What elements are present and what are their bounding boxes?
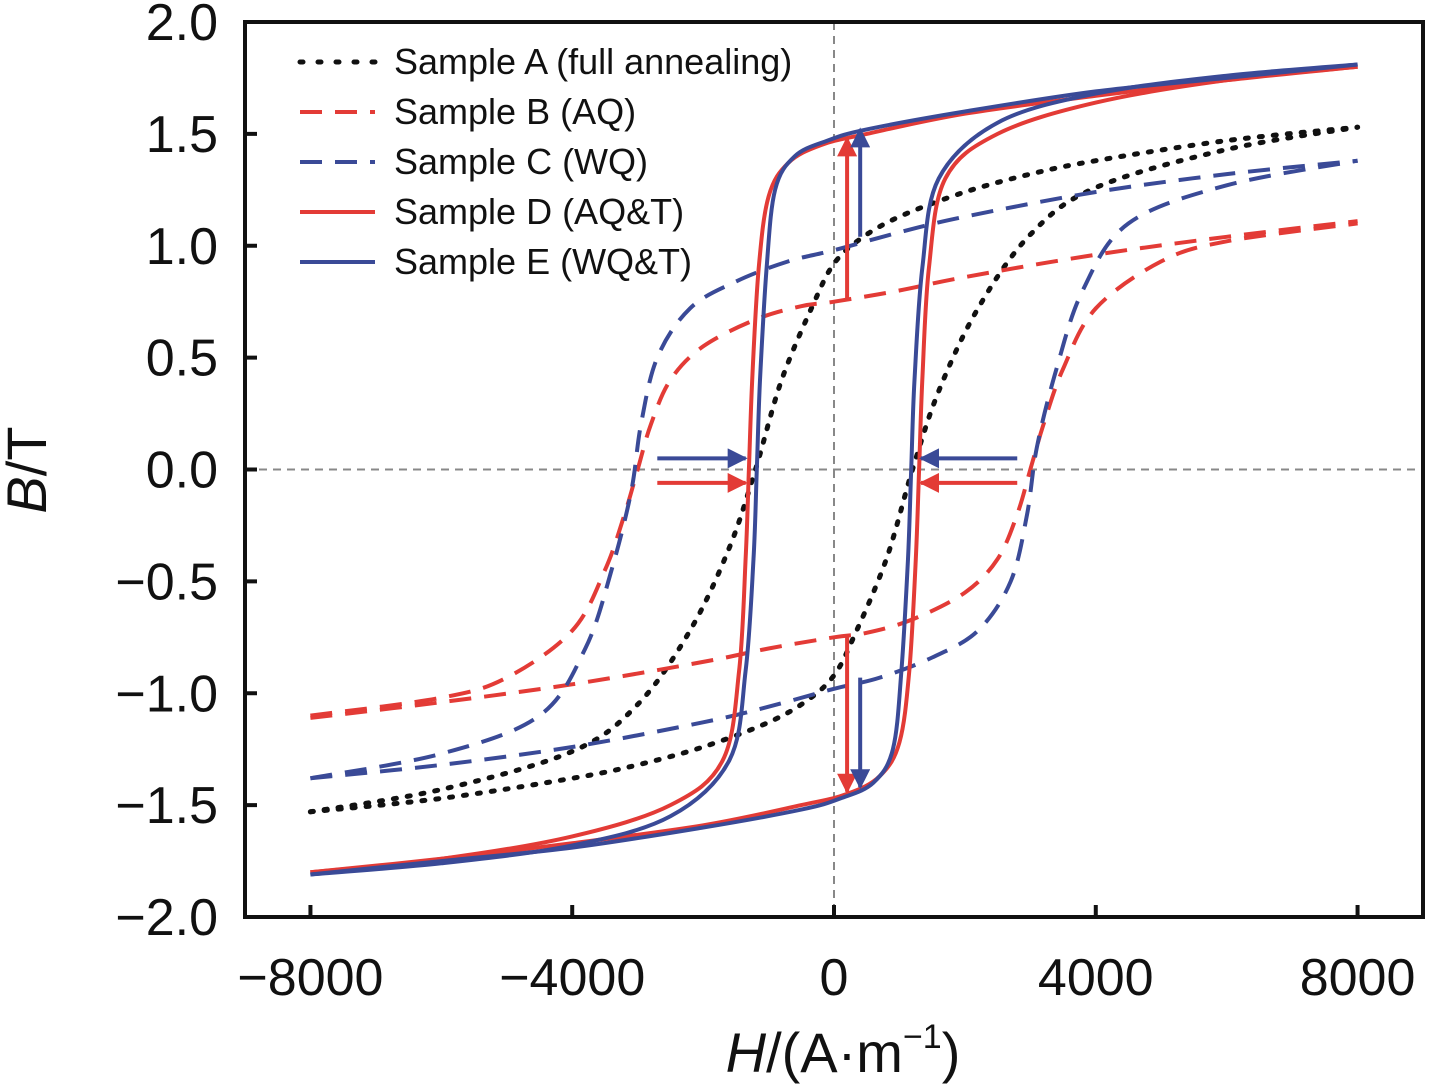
legend-label-sample-a-full-annealing: Sample A (full annealing) xyxy=(394,41,792,82)
x-axis-title: H/(A·m−1) xyxy=(726,1018,961,1084)
series-sample-d-aq-t-upper-branch xyxy=(310,64,1358,875)
legend-label-sample-e-wq-t: Sample E (WQ&T) xyxy=(394,241,692,282)
y-tick-label: −2.0 xyxy=(115,889,218,947)
axis-ticks xyxy=(245,20,1360,919)
series-sample-c-wq-lower-branch xyxy=(310,158,1358,781)
y-axis-title-symbol: B xyxy=(0,476,58,513)
annotation-arrows xyxy=(657,127,1018,794)
y-axis-title-unit: /T xyxy=(0,426,58,476)
x-axis-title-symbol: H xyxy=(726,1021,767,1084)
x-tick-label: 0 xyxy=(820,949,849,1007)
x-tick-labels: −8000 −4000 0 4000 8000 xyxy=(237,949,1415,1007)
series-sample-e-wq-t-upper-branch xyxy=(310,62,1358,877)
x-axis-title-exponent: −1 xyxy=(903,1018,942,1056)
legend-label-sample-c-wq: Sample C (WQ) xyxy=(394,141,648,182)
y-tick-label: 1.5 xyxy=(146,106,218,164)
x-axis-title-unit: /(A·m xyxy=(766,1021,903,1084)
series-sample-b-aq-lower-branch xyxy=(310,221,1358,720)
y-tick-labels: 2.0 1.5 1.0 0.5 0.0 −0.5 −1.0 −1.5 −2.0 xyxy=(115,0,218,947)
x-tick-label: 8000 xyxy=(1300,949,1416,1007)
y-tick-label: −1.0 xyxy=(115,665,218,723)
zero-reference-lines xyxy=(245,22,1423,917)
series-sample-d-aq-t-lower-branch xyxy=(310,64,1358,875)
y-tick-label: 0.0 xyxy=(146,442,218,500)
x-tick-label: −8000 xyxy=(237,949,383,1007)
legend-label-sample-d-aq-t: Sample D (AQ&T) xyxy=(394,191,684,232)
y-tick-label: 2.0 xyxy=(146,0,218,52)
x-tick-label: 4000 xyxy=(1038,949,1154,1007)
x-tick-label: −4000 xyxy=(499,949,645,1007)
series-sample-e-wq-t-lower-branch xyxy=(310,62,1358,877)
series-sample-a-full-annealing-upper-branch xyxy=(307,124,1361,815)
legend: Sample A (full annealing) Sample B (AQ) Sa… xyxy=(297,41,792,282)
series-sample-a-full-annealing-lower-branch xyxy=(307,124,1361,815)
legend-label-sample-b-aq: Sample B (AQ) xyxy=(394,91,636,132)
y-tick-label: −1.5 xyxy=(115,777,218,835)
x-axis-title-close: ) xyxy=(942,1021,961,1084)
series-layer xyxy=(307,62,1361,877)
y-tick-label: 0.5 xyxy=(146,330,218,388)
y-tick-label: −0.5 xyxy=(115,553,218,611)
y-tick-label: 1.0 xyxy=(146,218,218,276)
series-sample-c-wq-upper-branch xyxy=(310,158,1358,781)
series-sample-b-aq-upper-branch xyxy=(310,219,1358,718)
y-axis-title: B/T xyxy=(0,426,58,513)
